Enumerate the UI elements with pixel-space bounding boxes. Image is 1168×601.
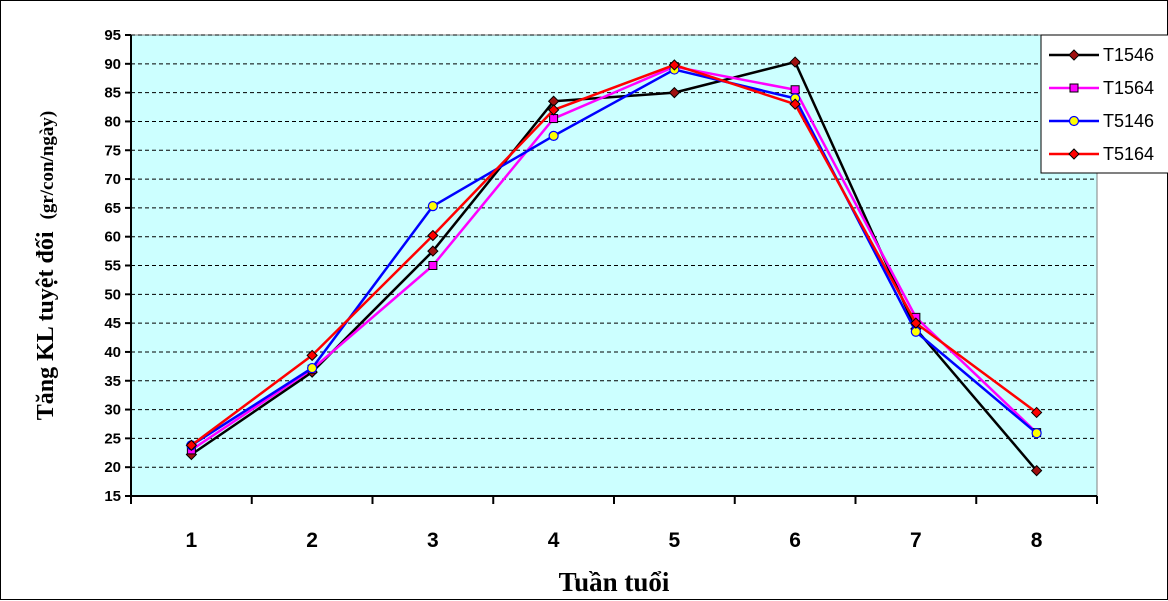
point-t1564 — [549, 114, 559, 124]
legend-swatch-marker — [1069, 83, 1079, 93]
y-tick-label: 65 — [104, 200, 121, 217]
point-t5146 — [307, 362, 318, 374]
point-t5164 — [910, 317, 922, 329]
point-t1546 — [1030, 464, 1043, 477]
y-axis-label-unit: (gr/con/ngày) — [37, 111, 58, 220]
point-t1546 — [789, 56, 801, 68]
y-tick-label: 25 — [104, 430, 121, 447]
y-tick-label: 40 — [104, 344, 121, 361]
series-line-t5146 — [190, 68, 1038, 447]
grid-lines — [131, 34, 1097, 468]
x-tick-label: 2 — [306, 529, 318, 552]
y-tick-label: 35 — [104, 373, 121, 390]
point-t5164 — [547, 104, 560, 116]
point-t5146 — [548, 130, 559, 141]
x-tick-label: 6 — [789, 529, 801, 552]
y-tick-labels: 15 20 25 30 35 40 45 50 55 60 65 70 75 80 85 90 95 — [104, 27, 121, 505]
point-t5146 — [1031, 428, 1042, 439]
y-tick-label: 85 — [104, 85, 121, 102]
x-tick-labels: 1 2 3 4 5 6 7 8 — [186, 529, 1043, 552]
y-tick-label: 20 — [104, 459, 121, 476]
series-lines — [185, 56, 1043, 477]
y-tick-label: 95 — [104, 27, 121, 44]
y-axis-label: Tăng KL tuyệt đối (gr/con/ngày) — [33, 111, 59, 420]
y-tick-label: 60 — [104, 229, 121, 246]
x-tick-label: 5 — [669, 529, 681, 552]
point-t1546 — [668, 86, 681, 99]
legend-swatch-marker — [1068, 115, 1080, 127]
axes — [125, 34, 1098, 504]
legend-label: T1546 — [1103, 45, 1154, 65]
y-tick-label: 15 — [104, 488, 121, 505]
legend-label: T5164 — [1103, 144, 1154, 164]
y-tick-label: 80 — [104, 113, 121, 130]
y-tick-label: 90 — [104, 56, 121, 73]
legend-items: T1546 T1564 T5146 T5164 — [1049, 45, 1154, 164]
legend-label: T5146 — [1103, 111, 1154, 131]
y-tick-label: 75 — [104, 142, 121, 159]
legend-entry-t5146: T5146 — [1049, 111, 1154, 131]
legend-swatch-marker — [1068, 148, 1080, 160]
series-t5164 — [185, 59, 1043, 451]
series-line-t1564 — [190, 65, 1038, 451]
legend-entry-t5164: T5164 — [1049, 144, 1154, 164]
point-t5164 — [668, 59, 681, 71]
series-line-t5164 — [190, 63, 1038, 447]
point-t1546 — [427, 245, 439, 257]
point-t5164 — [1030, 406, 1043, 419]
legend-label: T1564 — [1103, 78, 1154, 98]
x-axis-label: Tuần tuổi — [559, 567, 670, 597]
y-tick-label: 45 — [104, 315, 121, 332]
y-axis-label-main: Tăng KL tuyệt đối — [33, 231, 59, 420]
point-t5164 — [789, 98, 801, 110]
point-t5164 — [185, 439, 198, 451]
legend-swatch-marker — [1068, 49, 1080, 61]
legend-entry-t1546: T1546 — [1049, 45, 1154, 65]
point-t5164 — [427, 229, 439, 242]
y-tick-label: 30 — [104, 402, 121, 419]
legend: T1546 T1564 T5146 T5164 — [1040, 34, 1168, 174]
x-tick-label: 8 — [1031, 529, 1043, 552]
x-tick-label: 7 — [910, 529, 922, 552]
x-tick-label: 1 — [186, 529, 198, 552]
y-tick-label: 70 — [104, 171, 121, 188]
legend-box — [1040, 34, 1168, 174]
y-tick-label: 50 — [104, 286, 121, 303]
point-t5146 — [427, 201, 438, 212]
point-t1564 — [428, 261, 438, 270]
point-t1564 — [790, 85, 800, 95]
point-t5164 — [306, 349, 318, 362]
x-tick-label: 4 — [548, 529, 560, 552]
x-tick-label: 3 — [427, 529, 439, 552]
y-tick-label: 55 — [104, 258, 121, 275]
legend-entry-t1564: T1564 — [1049, 78, 1154, 98]
